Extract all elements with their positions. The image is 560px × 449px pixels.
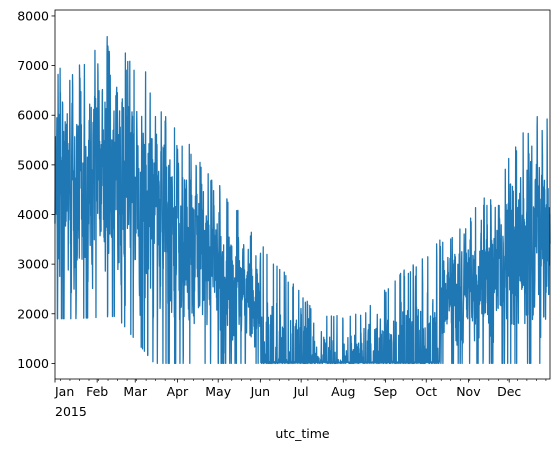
x-axis: Jan Feb Mar Apr May Jun Jul Aug Sep Oct Nov Dec bbox=[54, 379, 547, 399]
y-tick-label: 6000 bbox=[17, 108, 49, 123]
series-line bbox=[54, 35, 551, 365]
x-tick-label: Jun bbox=[250, 384, 271, 399]
x-tick-label: Nov bbox=[456, 384, 481, 399]
y-tick-label: 1000 bbox=[17, 356, 49, 371]
x-tick-label: Jul bbox=[293, 384, 309, 399]
y-tick-label: 2000 bbox=[17, 306, 49, 321]
x-axis-year-label: 2015 bbox=[55, 404, 87, 419]
x-tick-label: Apr bbox=[167, 384, 189, 399]
x-tick-label: Feb bbox=[86, 384, 108, 399]
x-tick-label: Mar bbox=[123, 384, 147, 399]
x-tick-label: May bbox=[205, 384, 231, 399]
y-tick-label: 4000 bbox=[17, 207, 49, 222]
y-tick-label: 3000 bbox=[17, 257, 49, 272]
series-layer bbox=[54, 35, 551, 365]
x-tick-label: Dec bbox=[497, 384, 521, 399]
y-tick-label: 7000 bbox=[17, 58, 49, 73]
x-tick-label: Jan bbox=[54, 384, 74, 399]
y-axis: 1000 2000 3000 4000 5000 6000 7000 8000 bbox=[17, 8, 55, 371]
x-axis-label: utc_time bbox=[275, 426, 329, 441]
x-tick-label: Aug bbox=[331, 384, 355, 399]
plot-frame bbox=[54, 9, 551, 380]
x-tick-label: Sep bbox=[374, 384, 398, 399]
y-tick-label: 8000 bbox=[17, 8, 49, 23]
x-tick-label: Oct bbox=[415, 384, 437, 399]
y-tick-label: 5000 bbox=[17, 157, 49, 172]
